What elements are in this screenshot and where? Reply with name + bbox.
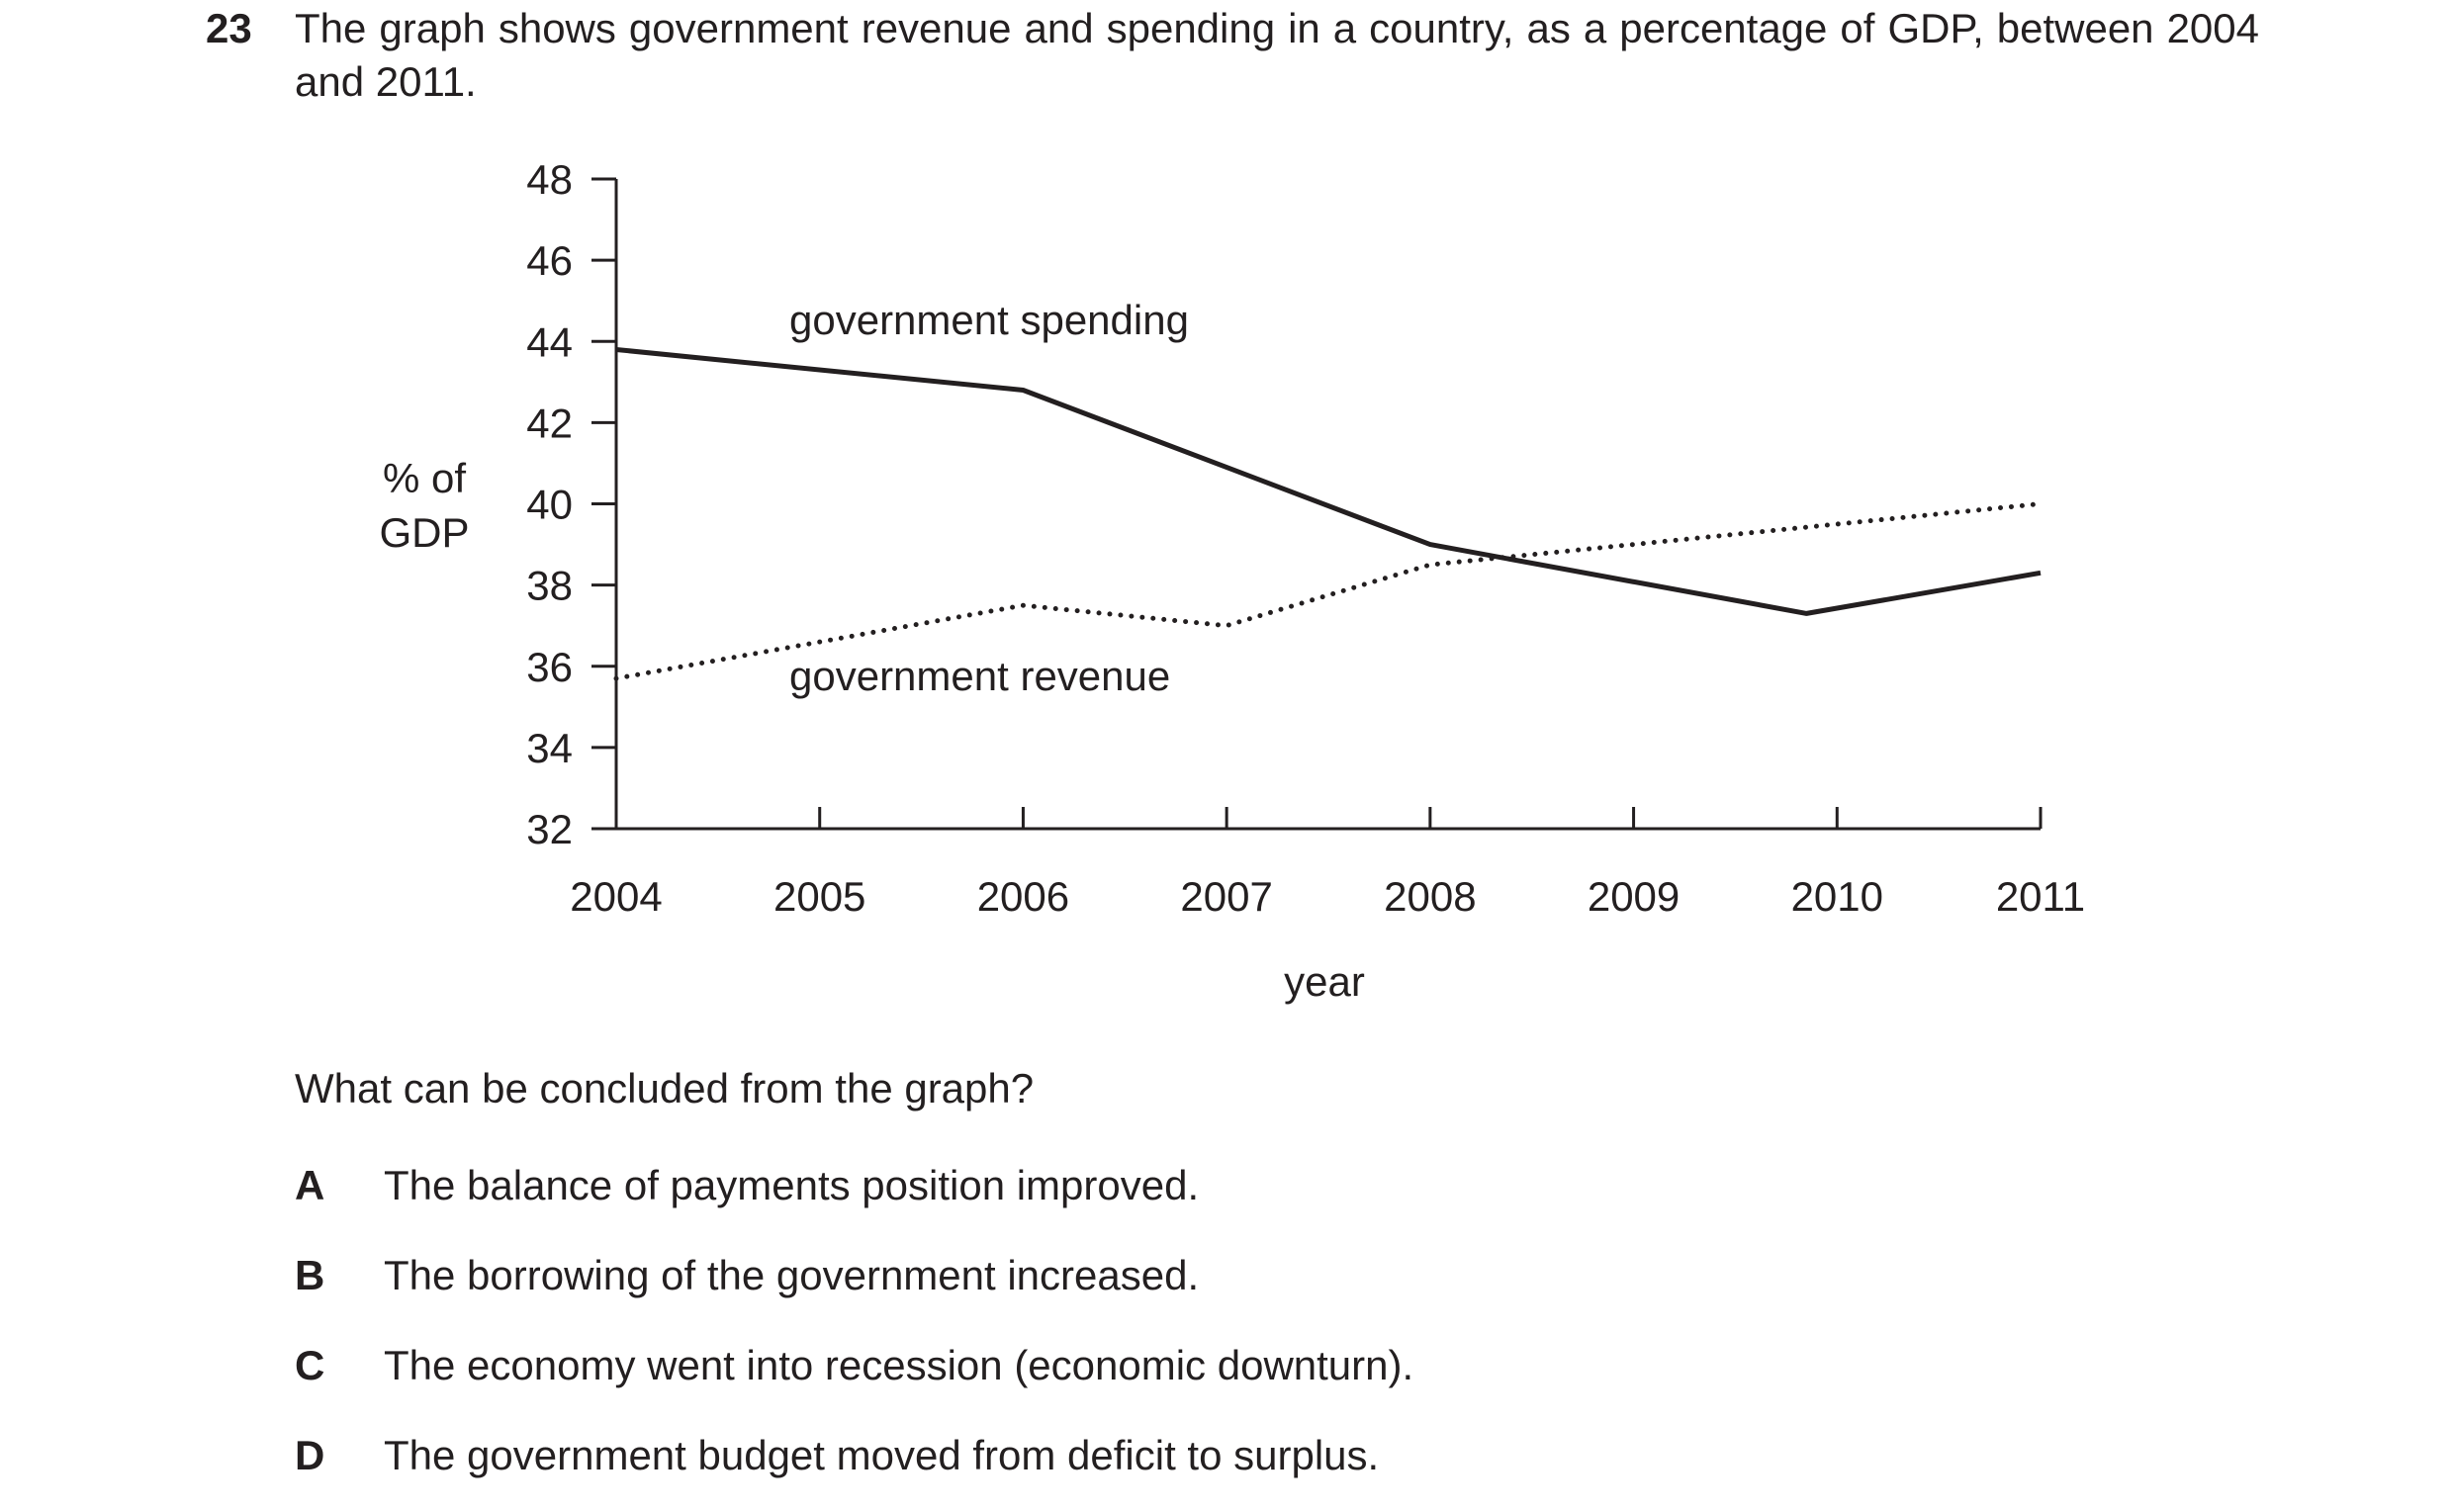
series-label: government revenue	[789, 653, 1170, 699]
y-tick-label: 48	[526, 156, 573, 203]
x-tick-label: 2011	[1996, 873, 2085, 920]
option-text: The government budget moved from deficit…	[384, 1432, 1380, 1478]
option-b[interactable]: B The borrowing of the government increas…	[295, 1249, 1199, 1302]
y-tick-label: 34	[526, 725, 573, 771]
option-letter: C	[295, 1342, 325, 1388]
option-letter: B	[295, 1252, 325, 1298]
x-axis-title: year	[1284, 958, 1365, 1005]
question-number: 23	[206, 5, 252, 51]
y-tick-label: 42	[526, 400, 573, 446]
y-axis: 32 34 36 38 40 42 44 46 48	[526, 156, 618, 852]
x-tick-label: 2005	[773, 873, 865, 920]
option-d[interactable]: D The government budget moved from defici…	[295, 1429, 1379, 1482]
series-line-revenue	[613, 501, 2044, 681]
x-tick-label: 2004	[570, 873, 662, 920]
option-a[interactable]: A The balance of payments position improv…	[295, 1159, 1199, 1212]
option-letter: D	[295, 1432, 325, 1478]
y-tick-label: 40	[526, 482, 573, 528]
x-tick-label: 2010	[1791, 873, 1883, 920]
series-label: government spending	[789, 297, 1189, 343]
y-axis-title-line: % of	[383, 455, 466, 501]
series-line-spending	[615, 347, 2042, 616]
question-prompt: What can be concluded from the graph?	[295, 1065, 1035, 1112]
x-tick-label: 2007	[1180, 873, 1272, 920]
axis-titles: % of GDP year	[379, 455, 1364, 1005]
series-labels: government spending government revenue	[789, 297, 1189, 699]
series-lines	[613, 347, 2044, 681]
x-tick-label: 2009	[1588, 873, 1680, 920]
y-tick-label: 36	[526, 644, 573, 690]
x-tick-label: 2008	[1384, 873, 1476, 920]
question-stem: The graph shows government revenue and s…	[295, 5, 2259, 105]
y-tick-label: 32	[526, 806, 573, 852]
y-axis-title-line: GDP	[379, 509, 469, 556]
option-text: The balance of payments position improve…	[384, 1162, 1200, 1208]
x-axis: 2004 2005 2006 2007 2008 2009 2010 2011	[570, 807, 2085, 920]
option-letter: A	[295, 1162, 325, 1208]
option-text: The borrowing of the government increase…	[384, 1252, 1200, 1298]
y-tick-label: 38	[526, 563, 573, 609]
x-tick-label: 2006	[977, 873, 1069, 920]
option-c[interactable]: C The economy went into recession (econom…	[295, 1339, 1413, 1392]
option-text: The economy went into recession (economi…	[384, 1342, 1414, 1388]
y-tick-label: 46	[526, 237, 573, 284]
y-tick-label: 44	[526, 318, 573, 365]
